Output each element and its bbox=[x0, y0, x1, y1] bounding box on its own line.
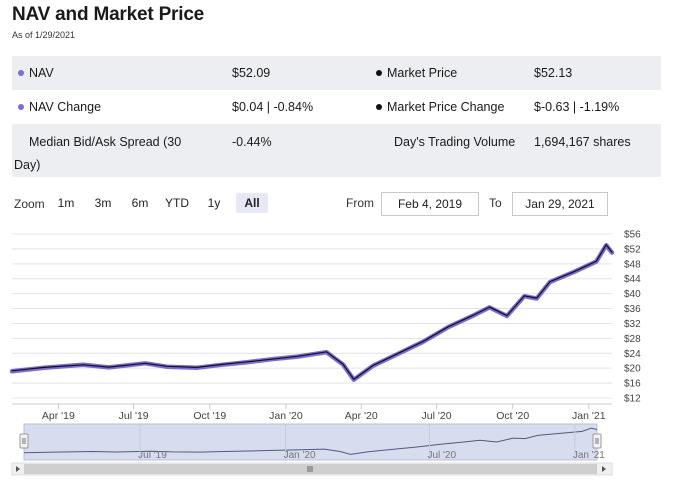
nav-dot-icon bbox=[18, 103, 24, 110]
nav-market-chart: $12 $16 $20 $24 $28 $32 $36 $40 $44 $48 $52 $56 Apr… bbox=[9, 230, 641, 476]
x-tick-label: Jul '20 bbox=[422, 410, 452, 422]
navigator-tick-label: Jan '21 bbox=[573, 450, 605, 461]
page-title: NAV and Market Price bbox=[12, 4, 205, 25]
scroll-left-arrow-icon[interactable] bbox=[16, 466, 20, 472]
y-tick-label: $24 bbox=[624, 349, 641, 360]
market-price-label: Market Price bbox=[376, 66, 457, 80]
spread-label: Median Bid/Ask Spread (30 bbox=[29, 135, 182, 149]
x-tick-label: Apr '20 bbox=[345, 410, 378, 422]
y-tick-label: $44 bbox=[624, 274, 641, 285]
market-price-value: $52.13 bbox=[534, 66, 573, 80]
as-of-date: As of 1/29/2021 bbox=[12, 30, 76, 40]
to-label: To bbox=[489, 196, 502, 210]
scroll-right-arrow-icon[interactable] bbox=[602, 466, 606, 472]
x-tick-label: Oct '20 bbox=[496, 410, 529, 422]
from-date-input[interactable]: Feb 4, 2019 bbox=[381, 192, 479, 216]
stats-table: NAV $52.09 Market Price $52.13 NAV Chang… bbox=[12, 56, 661, 177]
y-tick-label: $20 bbox=[624, 364, 641, 375]
navigator-left-handle[interactable] bbox=[19, 433, 29, 449]
x-tick-label: Jan '20 bbox=[269, 410, 303, 422]
spread-label-cont: Day) bbox=[14, 158, 41, 172]
y-tick-label: $48 bbox=[624, 259, 641, 270]
navigator-tick-label: Jul '19 bbox=[138, 450, 167, 461]
zoom-6m-button[interactable]: 6m bbox=[131, 196, 149, 210]
spread-value: -0.44% bbox=[232, 135, 272, 149]
zoom-3m-button[interactable]: 3m bbox=[94, 196, 112, 210]
from-label: From bbox=[346, 196, 374, 210]
nav-value: $52.09 bbox=[232, 66, 271, 80]
stats-row-2: NAV Change $0.04 | -0.84% Market Price C… bbox=[12, 90, 661, 124]
volume-value: 1,694,167 shares bbox=[534, 135, 631, 149]
y-tick-label: $56 bbox=[624, 230, 641, 241]
market-price-change-value: $-0.63 | -1.19% bbox=[534, 100, 620, 114]
zoom-label: Zoom bbox=[14, 197, 45, 211]
y-tick-label: $40 bbox=[624, 289, 641, 300]
navigator-right-handle[interactable] bbox=[592, 433, 602, 449]
nav-label: NAV bbox=[18, 66, 54, 80]
series-line-market-price bbox=[11, 244, 613, 380]
zoom-1y-button[interactable]: 1y bbox=[207, 196, 221, 210]
stats-row-3: Median Bid/Ask Spread (30 Day) -0.44% Da… bbox=[12, 124, 661, 177]
to-date-input[interactable]: Jan 29, 2021 bbox=[512, 192, 608, 216]
navigator-tick-label: Jul '20 bbox=[427, 450, 456, 461]
x-tick-label: Jan '21 bbox=[572, 410, 606, 422]
series-line-nav bbox=[9, 242, 615, 382]
zoom-ytd-button[interactable]: YTD bbox=[165, 196, 189, 210]
y-tick-label: $36 bbox=[624, 304, 641, 315]
market-price-change-label: Market Price Change bbox=[376, 100, 504, 114]
navigator-series bbox=[23, 427, 598, 455]
x-tick-label: Jul '19 bbox=[119, 410, 149, 422]
market-dot-icon bbox=[376, 103, 382, 110]
market-dot-icon bbox=[376, 69, 382, 76]
x-tick-label: Apr '19 bbox=[42, 410, 75, 422]
y-tick-label: $16 bbox=[624, 379, 641, 390]
zoom-1m-button[interactable]: 1m bbox=[57, 196, 75, 210]
y-tick-label: $32 bbox=[624, 319, 641, 330]
x-tick-label: Oct '19 bbox=[193, 410, 226, 422]
stats-row-1: NAV $52.09 Market Price $52.13 bbox=[12, 56, 661, 90]
nav-change-label: NAV Change bbox=[18, 100, 101, 114]
navigator-tick-label: Jan '20 bbox=[284, 450, 316, 461]
nav-change-value: $0.04 | -0.84% bbox=[232, 100, 314, 114]
nav-dot-icon bbox=[18, 69, 24, 76]
y-tick-label: $12 bbox=[624, 394, 641, 405]
y-tick-label: $28 bbox=[624, 334, 641, 345]
zoom-all-button[interactable]: All bbox=[236, 193, 268, 213]
y-tick-label: $52 bbox=[624, 244, 641, 255]
volume-label: Day's Trading Volume bbox=[394, 135, 516, 149]
